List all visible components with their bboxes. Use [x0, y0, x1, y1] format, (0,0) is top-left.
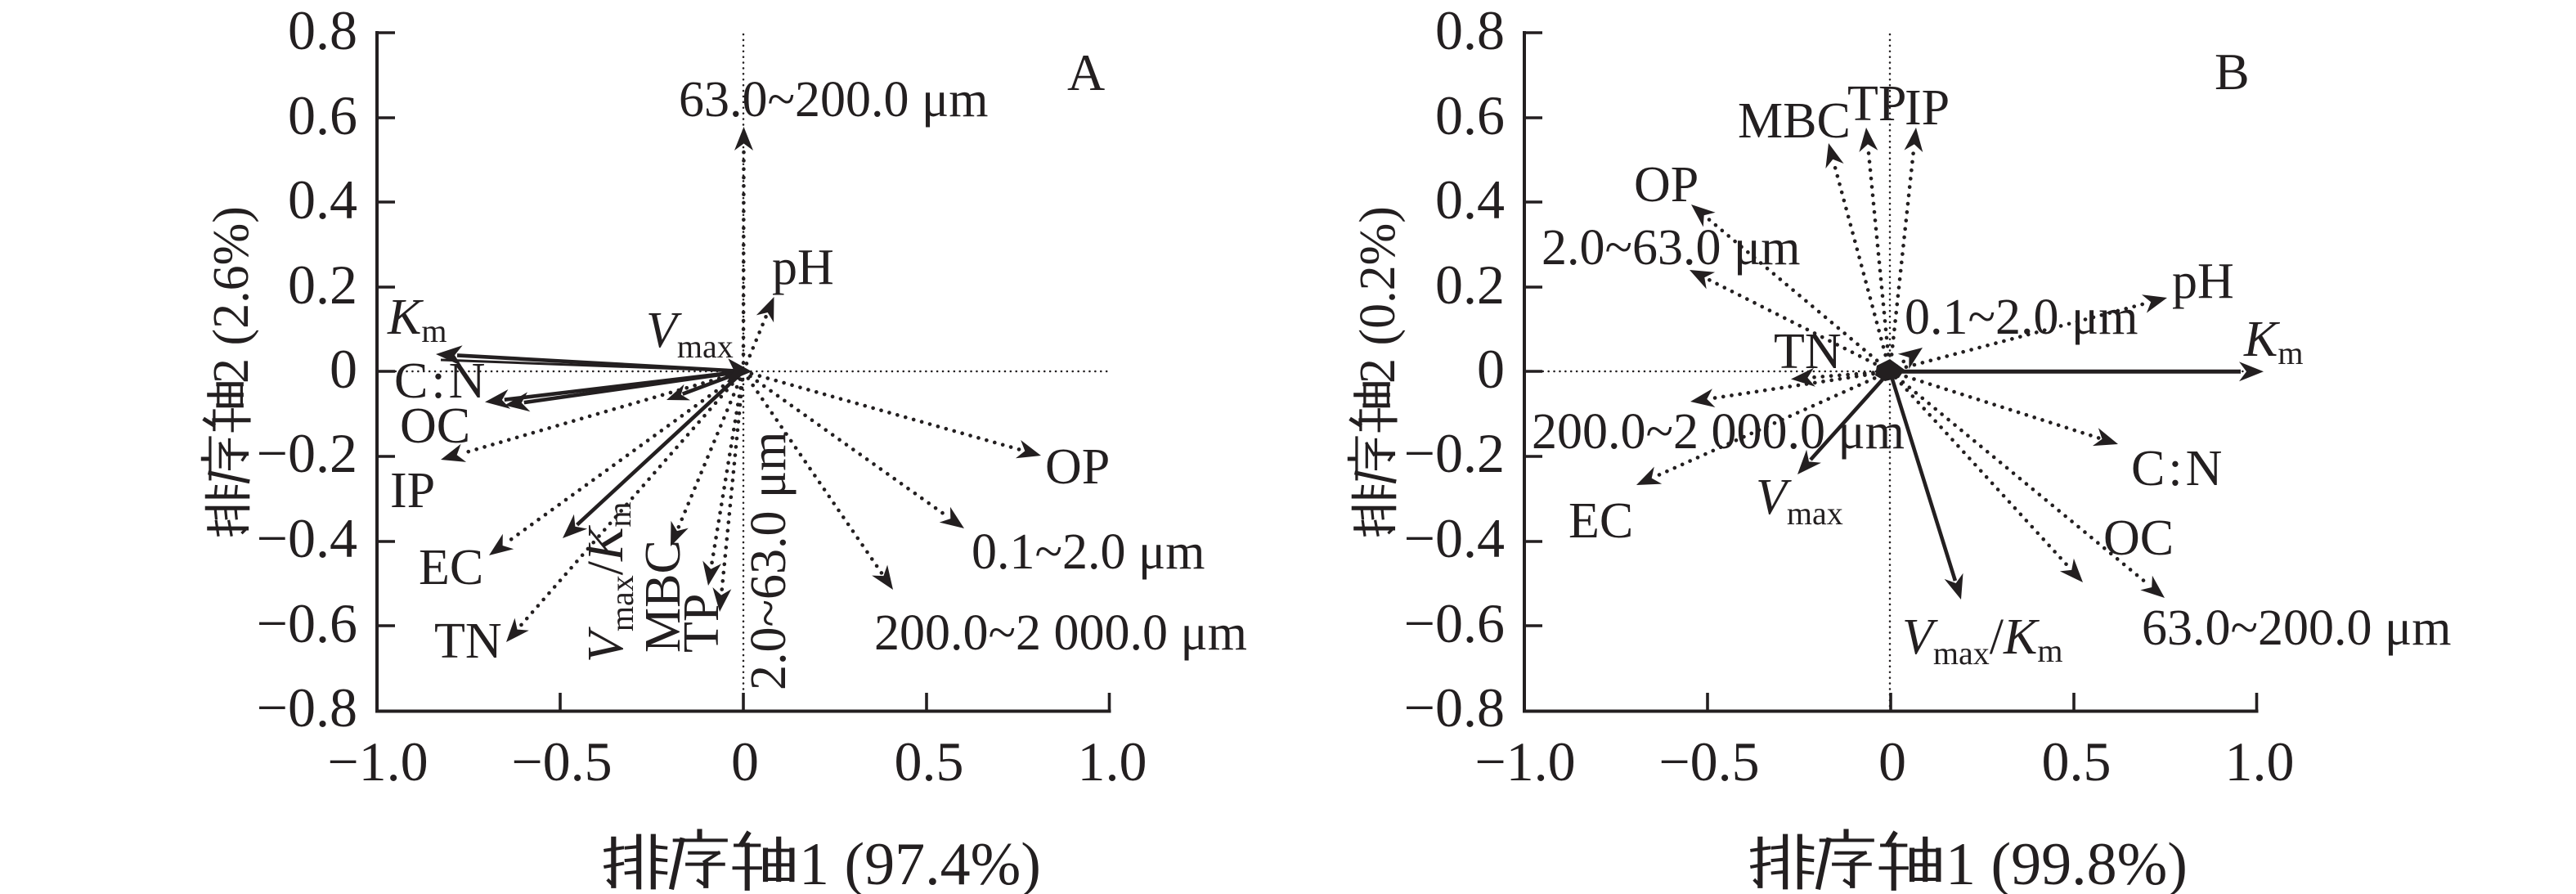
- svg-text:OC: OC: [400, 398, 470, 454]
- svg-text:0.1~2.0 μm: 0.1~2.0 μm: [1905, 290, 2138, 345]
- svg-text:Vmax/Km: Vmax/Km: [1902, 609, 2062, 672]
- svg-text:200.0~2 000.0 μm: 200.0~2 000.0 μm: [1532, 404, 1905, 460]
- svg-text:OC: OC: [2103, 510, 2174, 566]
- svg-text:0.4: 0.4: [1435, 168, 1505, 231]
- svg-text:0: 0: [731, 730, 759, 793]
- svg-text:0.2: 0.2: [288, 254, 357, 316]
- svg-text:−0.8: −0.8: [1404, 676, 1505, 739]
- svg-text:Vmax/Km: Vmax/Km: [578, 502, 640, 663]
- svg-text:−1.0: −1.0: [327, 730, 428, 793]
- svg-text:0.8: 0.8: [288, 0, 357, 61]
- svg-text:1 (97.4%): 1 (97.4%): [799, 831, 1041, 894]
- svg-text:0: 0: [330, 338, 357, 400]
- svg-text:1 (99.8%): 1 (99.8%): [1945, 831, 2188, 894]
- svg-text:C:N: C:N: [394, 353, 488, 409]
- svg-text:EC: EC: [419, 540, 483, 595]
- svg-text:A: A: [1067, 43, 1105, 101]
- svg-text:EC: EC: [1568, 493, 1633, 549]
- svg-text:MBC: MBC: [635, 540, 691, 653]
- svg-text:OP: OP: [1045, 439, 1110, 495]
- svg-text:0.6: 0.6: [288, 84, 357, 146]
- svg-text:0.5: 0.5: [2042, 730, 2112, 793]
- svg-text:1.0: 1.0: [1078, 730, 1147, 793]
- svg-text:pH: pH: [2172, 254, 2234, 309]
- svg-text:TP: TP: [1847, 76, 1906, 132]
- svg-text:0.4: 0.4: [288, 168, 357, 231]
- svg-text:−0.6: −0.6: [1404, 592, 1505, 654]
- svg-text:200.0~2 000.0 μm: 200.0~2 000.0 μm: [874, 605, 1247, 661]
- svg-text:−0.2: −0.2: [1404, 422, 1505, 484]
- svg-text:Vmax: Vmax: [646, 303, 734, 365]
- svg-text:2 (0.2%): 2 (0.2%): [1350, 206, 1406, 384]
- svg-text:Km: Km: [387, 290, 447, 349]
- svg-text:−0.5: −0.5: [1658, 730, 1759, 793]
- svg-text:0: 0: [1477, 338, 1505, 400]
- svg-text:0.6: 0.6: [1435, 84, 1505, 146]
- svg-text:−0.5: −0.5: [511, 730, 612, 793]
- svg-text:Vmax: Vmax: [1756, 469, 1843, 532]
- svg-text:−0.6: −0.6: [257, 592, 357, 654]
- svg-text:1.0: 1.0: [2225, 730, 2295, 793]
- svg-text:−0.4: −0.4: [1404, 507, 1505, 569]
- svg-text:−0.2: −0.2: [257, 422, 357, 484]
- svg-text:63.0~200.0 μm: 63.0~200.0 μm: [2142, 600, 2452, 656]
- svg-text:−1.0: −1.0: [1474, 730, 1575, 793]
- svg-text:0.8: 0.8: [1435, 0, 1505, 61]
- svg-text:TN: TN: [434, 613, 502, 669]
- svg-text:−0.4: −0.4: [257, 507, 357, 569]
- svg-text:C:N: C:N: [2131, 441, 2225, 496]
- svg-text:0.1~2.0 μm: 0.1~2.0 μm: [972, 524, 1205, 580]
- svg-text:2 (2.6%): 2 (2.6%): [204, 206, 259, 384]
- svg-text:IP: IP: [1905, 80, 1950, 136]
- svg-text:2.0~63.0 μm: 2.0~63.0 μm: [1542, 220, 1801, 276]
- svg-text:MBC: MBC: [1738, 93, 1851, 149]
- svg-text:IP: IP: [390, 463, 435, 519]
- svg-text:OP: OP: [1634, 157, 1699, 213]
- svg-text:TP: TP: [674, 594, 729, 653]
- svg-text:Km: Km: [2243, 312, 2303, 371]
- svg-text:0.2: 0.2: [1435, 254, 1505, 316]
- svg-text:2.0~63.0 μm: 2.0~63.0 μm: [741, 431, 797, 690]
- svg-text:pH: pH: [772, 240, 834, 295]
- svg-text:63.0~200.0 μm: 63.0~200.0 μm: [679, 72, 989, 128]
- svg-text:B: B: [2215, 43, 2250, 101]
- svg-text:0: 0: [1878, 730, 1906, 793]
- svg-text:TN: TN: [1774, 324, 1842, 380]
- svg-text:0.5: 0.5: [895, 730, 964, 793]
- svg-text:−0.8: −0.8: [257, 676, 357, 739]
